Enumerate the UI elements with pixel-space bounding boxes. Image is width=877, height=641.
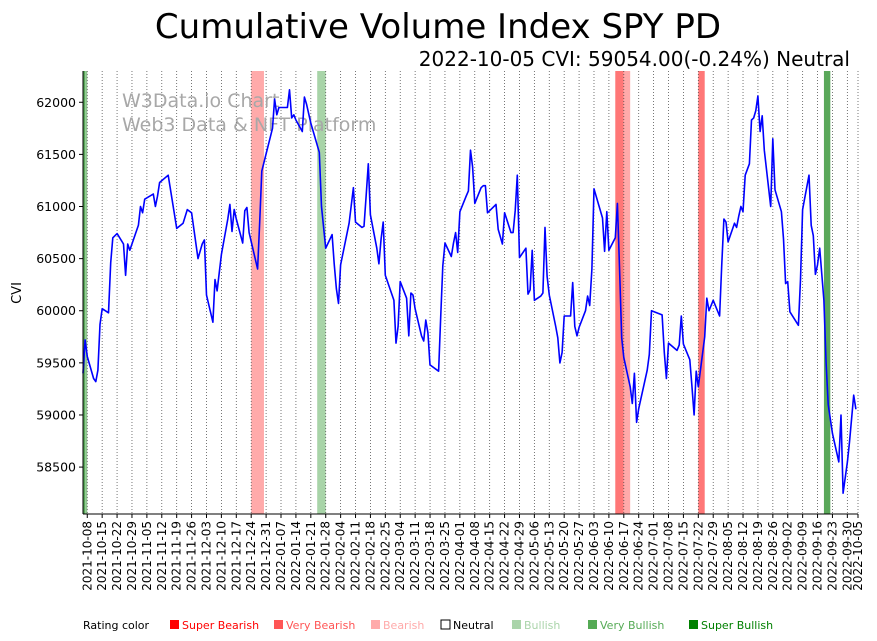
x-tick-label: 2022-06-17 <box>617 521 631 591</box>
y-tick-label: 59000 <box>36 407 76 422</box>
x-tick-label: 2022-02-18 <box>363 521 377 591</box>
x-tick-label: 2022-03-18 <box>423 521 437 591</box>
x-tick-label: 2022-07-01 <box>647 521 661 591</box>
x-tick-label: 2022-09-09 <box>796 521 810 591</box>
x-tick-label: 2022-10-05 <box>851 521 865 591</box>
rating-band-5 <box>623 71 631 514</box>
x-tick-label: 2022-09-23 <box>825 521 839 591</box>
x-tick-label: 2022-02-25 <box>378 521 392 591</box>
x-tick-label: 2022-07-22 <box>691 521 705 591</box>
rating-band-1 <box>85 71 88 514</box>
rating-band-6 <box>698 71 705 514</box>
watermark: W3Data.io Chart Web3 Data & NFT Platform <box>122 90 376 136</box>
watermark-line-1: W3Data.io Chart <box>122 90 279 112</box>
x-tick-label: 2022-01-21 <box>304 521 318 591</box>
y-tick-label: 59500 <box>36 355 76 370</box>
x-tick-label: 2022-06-24 <box>632 521 646 591</box>
legend-swatch <box>689 620 698 629</box>
x-tick-label: 2021-10-15 <box>95 521 109 591</box>
legend-label: Super Bullish <box>701 619 773 632</box>
legend-title: Rating color <box>83 619 150 632</box>
x-tick-label: 2022-04-29 <box>512 521 526 591</box>
x-tick-label: 2022-07-08 <box>662 521 676 591</box>
rating-legend: Rating color Super Bearish Very Bearish Be… <box>83 619 773 632</box>
y-tick-label: 60500 <box>36 251 76 266</box>
x-tick-label: 2022-09-16 <box>811 521 825 591</box>
x-tick-label: 2022-08-12 <box>736 521 750 591</box>
x-tick-label: 2022-04-01 <box>453 521 467 591</box>
y-axis-ticks: 58500 59000 59500 60000 60500 61000 61500 62000 <box>36 95 83 475</box>
y-tick-label: 60000 <box>36 303 76 318</box>
y-tick-label: 62000 <box>36 95 76 110</box>
x-tick-label: 2022-06-03 <box>587 521 601 591</box>
x-tick-label: 2022-07-29 <box>706 521 720 591</box>
legend-swatch <box>512 620 521 629</box>
chart-subtitle: 2022-10-05 CVI: 59054.00(-0.24%) Neutral <box>419 47 850 71</box>
legend-swatch <box>588 620 597 629</box>
x-tick-label: 2022-04-15 <box>483 521 497 591</box>
rating-band-3 <box>317 71 326 514</box>
x-tick-label: 2022-08-05 <box>721 521 735 591</box>
x-tick-label: 2021-10-08 <box>80 521 94 591</box>
y-axis-label: CVI <box>10 282 25 304</box>
x-tick-label: 2022-04-22 <box>498 521 512 591</box>
legend-label: Neutral <box>453 619 494 632</box>
x-tick-label: 2022-09-30 <box>840 521 854 591</box>
x-tick-label: 2022-03-25 <box>438 521 452 591</box>
legend-label: Very Bullish <box>600 619 664 632</box>
x-tick-label: 2022-02-11 <box>349 521 363 591</box>
x-tick-label: 2021-12-24 <box>244 521 258 591</box>
legend-label: Bullish <box>524 619 560 632</box>
x-tick-label: 2021-10-29 <box>125 521 139 591</box>
x-tick-label: 2022-01-14 <box>289 521 303 591</box>
x-axis-ticks: 2021-10-08 2021-10-15 2021-10-22 2021-10-29… <box>80 514 865 591</box>
x-tick-label: 2022-07-15 <box>676 521 690 591</box>
x-tick-label: 2022-04-08 <box>468 521 482 591</box>
x-tick-label: 2022-05-06 <box>527 521 541 591</box>
rating-band-0 <box>83 71 86 514</box>
y-tick-label: 61500 <box>36 147 76 162</box>
x-tick-label: 2022-03-11 <box>408 521 422 591</box>
x-tick-label: 2022-05-27 <box>572 521 586 591</box>
x-tick-label: 2021-11-12 <box>155 521 169 591</box>
x-tick-label: 2021-11-26 <box>185 521 199 591</box>
x-tick-label: 2021-11-19 <box>170 521 184 591</box>
y-tick-label: 61000 <box>36 199 76 214</box>
vertical-gridlines <box>86 71 859 514</box>
legend-label: Super Bearish <box>182 619 259 632</box>
rating-band-7 <box>823 71 831 514</box>
x-tick-label: 2022-09-02 <box>781 521 795 591</box>
x-tick-label: 2022-02-04 <box>334 521 348 591</box>
x-tick-label: 2021-12-10 <box>214 521 228 591</box>
legend-swatch <box>371 620 380 629</box>
chart-title: Cumulative Volume Index SPY PD <box>155 7 721 47</box>
x-tick-label: 2022-05-20 <box>557 521 571 591</box>
legend-label: Very Bearish <box>286 619 355 632</box>
rating-bands <box>83 71 831 514</box>
x-tick-label: 2022-08-26 <box>766 521 780 591</box>
x-tick-label: 2021-11-05 <box>140 521 154 591</box>
x-tick-label: 2021-12-03 <box>199 521 213 591</box>
cvi-series-line <box>82 89 857 495</box>
rating-band-2 <box>251 71 264 514</box>
x-tick-label: 2022-01-28 <box>319 521 333 591</box>
axes <box>82 71 858 515</box>
legend-swatch <box>170 620 179 629</box>
x-tick-label: 2021-12-31 <box>259 521 273 591</box>
x-tick-label: 2022-06-10 <box>602 521 616 591</box>
x-tick-label: 2021-12-17 <box>229 521 243 591</box>
watermark-line-2: Web3 Data & NFT Platform <box>122 114 376 136</box>
x-tick-label: 2022-05-13 <box>542 521 556 591</box>
legend-swatch <box>274 620 283 629</box>
legend-label: Bearish <box>383 619 424 632</box>
x-tick-label: 2021-10-22 <box>110 521 124 591</box>
x-tick-label: 2022-01-07 <box>274 521 288 591</box>
legend-swatch <box>440 619 451 630</box>
y-tick-label: 58500 <box>36 460 76 475</box>
x-tick-label: 2022-08-19 <box>751 521 765 591</box>
x-tick-label: 2022-03-04 <box>393 521 407 591</box>
